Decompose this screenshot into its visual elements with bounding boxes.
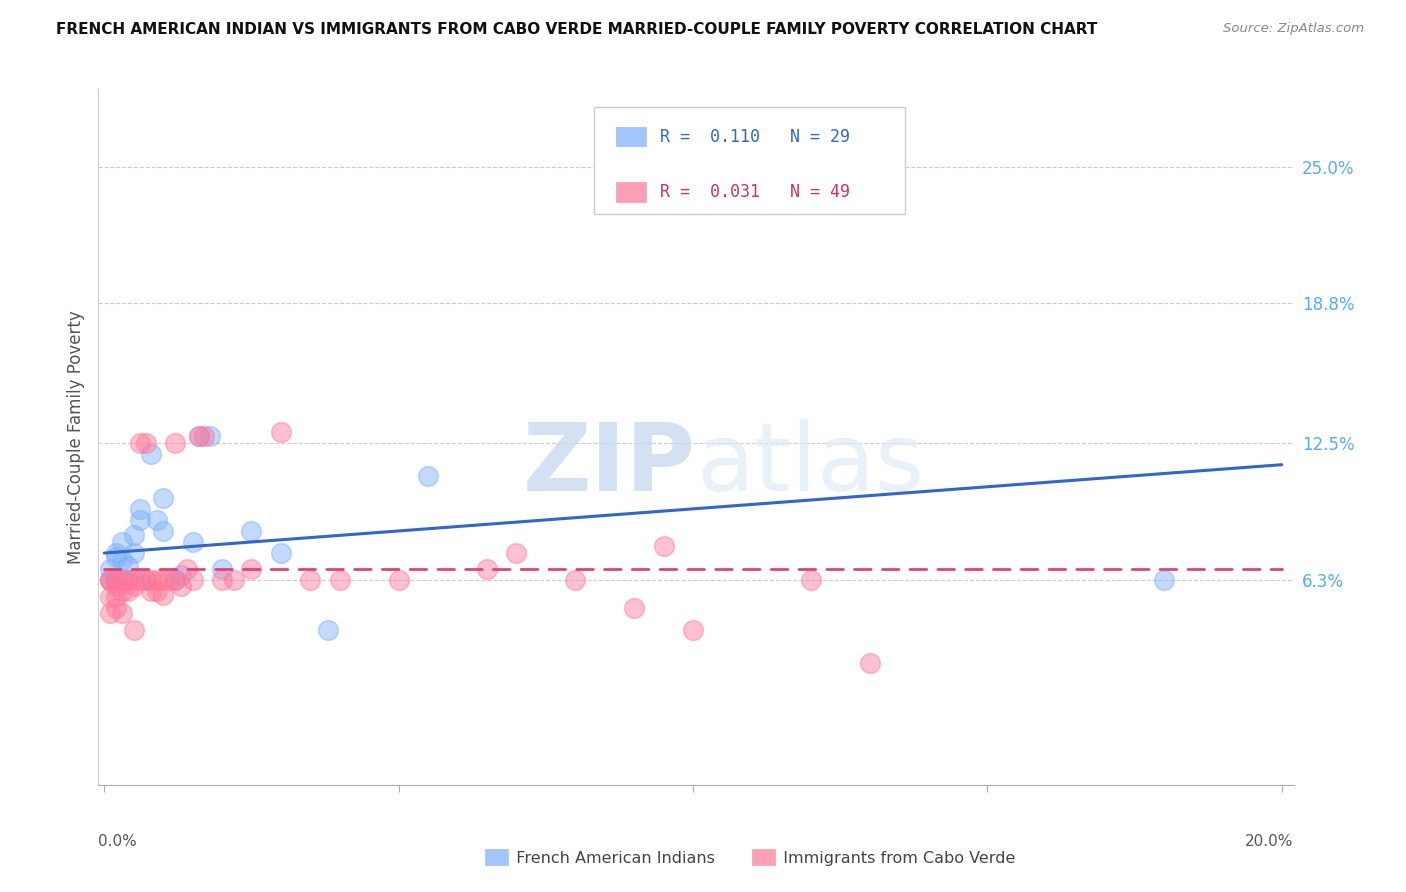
Text: French American Indians: French American Indians — [506, 851, 716, 865]
Point — [141, 583, 163, 598]
Point — [187, 429, 209, 443]
Point — [117, 573, 139, 587]
Text: R =  0.110   N = 29: R = 0.110 N = 29 — [661, 128, 851, 145]
Point — [111, 606, 134, 620]
Text: R =  0.031   N = 49: R = 0.031 N = 49 — [661, 183, 851, 202]
Point — [170, 579, 193, 593]
Point — [211, 573, 233, 587]
Point — [200, 429, 222, 443]
Point — [652, 540, 675, 554]
Point — [187, 429, 209, 443]
Point — [146, 573, 169, 587]
Point — [181, 535, 204, 549]
Point — [141, 573, 163, 587]
Bar — [752, 849, 775, 865]
Point — [105, 601, 128, 615]
Point — [329, 573, 352, 587]
Point — [111, 573, 134, 587]
Point — [105, 550, 128, 565]
Point — [163, 573, 186, 587]
FancyBboxPatch shape — [616, 127, 645, 146]
Point — [98, 561, 121, 575]
Point — [193, 429, 215, 443]
Point — [128, 573, 150, 587]
Point — [111, 583, 134, 598]
Point — [505, 546, 527, 560]
Point — [122, 573, 145, 587]
Point — [122, 546, 145, 560]
Point — [134, 435, 156, 450]
Point — [117, 559, 139, 574]
Point — [122, 579, 145, 593]
Point — [152, 573, 174, 587]
Point — [117, 573, 139, 587]
Point — [240, 561, 263, 575]
Point — [111, 535, 134, 549]
Point — [157, 573, 180, 587]
Point — [1153, 573, 1175, 587]
Point — [299, 573, 322, 587]
Text: atlas: atlas — [696, 419, 924, 511]
Point — [152, 588, 174, 602]
Point — [141, 447, 163, 461]
FancyBboxPatch shape — [595, 106, 905, 214]
Point — [146, 583, 169, 598]
Point — [181, 573, 204, 587]
Point — [388, 573, 411, 587]
Point — [98, 591, 121, 605]
Point — [240, 524, 263, 538]
Point — [146, 513, 169, 527]
Point — [316, 624, 339, 638]
Text: 0.0%: 0.0% — [98, 834, 138, 848]
Point — [163, 573, 186, 587]
Point — [128, 513, 150, 527]
Text: Source: ZipAtlas.com: Source: ZipAtlas.com — [1223, 22, 1364, 36]
Point — [270, 425, 292, 439]
Point — [270, 546, 292, 560]
Point — [623, 601, 645, 615]
Point — [564, 573, 586, 587]
Bar — [485, 849, 508, 865]
Point — [98, 573, 121, 587]
Y-axis label: Married-Couple Family Poverty: Married-Couple Family Poverty — [66, 310, 84, 564]
Point — [211, 561, 233, 575]
Point — [134, 573, 156, 587]
Point — [682, 624, 704, 638]
Point — [170, 568, 193, 582]
Point — [222, 573, 245, 587]
Point — [416, 468, 439, 483]
FancyBboxPatch shape — [616, 183, 645, 202]
Text: FRENCH AMERICAN INDIAN VS IMMIGRANTS FROM CABO VERDE MARRIED-COUPLE FAMILY POVER: FRENCH AMERICAN INDIAN VS IMMIGRANTS FRO… — [56, 22, 1098, 37]
Point — [152, 524, 174, 538]
Point — [122, 624, 145, 638]
Point — [111, 552, 134, 566]
Point — [134, 573, 156, 587]
Point — [128, 435, 150, 450]
Point — [122, 528, 145, 542]
Point — [475, 561, 498, 575]
Point — [98, 573, 121, 587]
Point — [163, 435, 186, 450]
Point — [152, 491, 174, 505]
Point — [105, 573, 128, 587]
Text: Immigrants from Cabo Verde: Immigrants from Cabo Verde — [773, 851, 1015, 865]
Point — [128, 501, 150, 516]
Point — [105, 591, 128, 605]
Point — [800, 573, 823, 587]
Point — [105, 546, 128, 560]
Point — [105, 579, 128, 593]
Point — [105, 573, 128, 587]
Point — [859, 657, 882, 671]
Point — [117, 583, 139, 598]
Text: 20.0%: 20.0% — [1246, 834, 1294, 848]
Point — [98, 573, 121, 587]
Point — [98, 606, 121, 620]
Text: ZIP: ZIP — [523, 419, 696, 511]
Point — [176, 561, 198, 575]
